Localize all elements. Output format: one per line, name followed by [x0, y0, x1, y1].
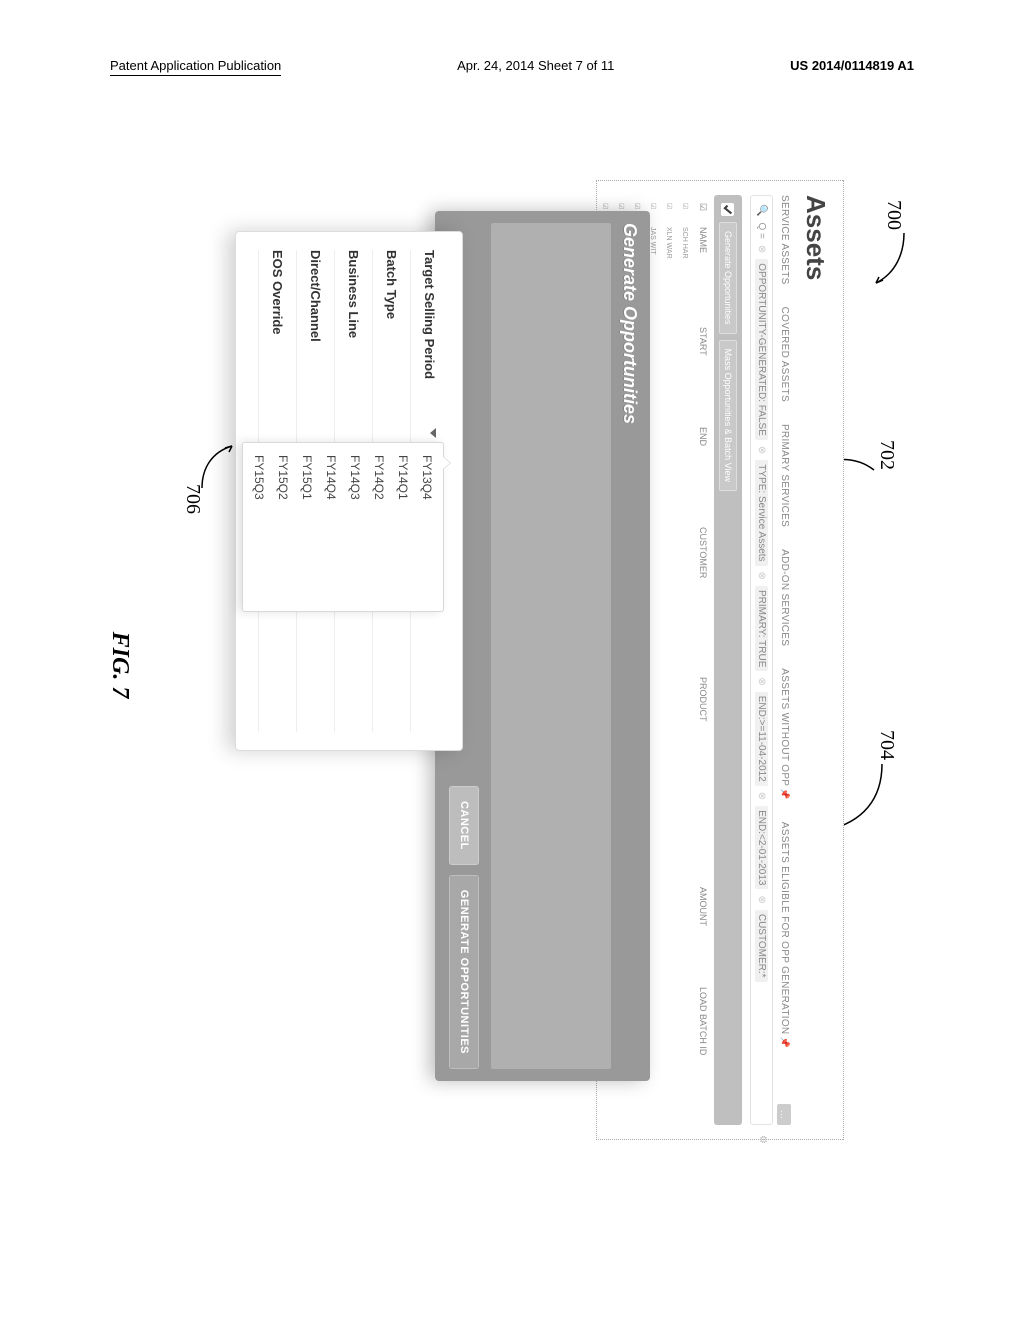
header-right: US 2014/0114819 A1 [790, 58, 914, 76]
filter-end-to[interactable]: END:<2-01-2013 [755, 806, 768, 889]
chevron-down-icon[interactable] [430, 428, 436, 438]
tab-assets-without-opp-label: ASSETS WITHOUT OPP [779, 668, 790, 786]
generate-opportunities-button[interactable]: Generate Opportunities [719, 222, 737, 334]
asset-tabs: SERVICE ASSETS COVERED ASSETS PRIMARY SE… [779, 195, 790, 1125]
gear-icon[interactable]: ⚙ [757, 1135, 768, 1144]
close-chip-icon[interactable]: ⊗ [756, 677, 767, 685]
option-fy15q1[interactable]: FY15Q1 [295, 443, 319, 611]
tab-assets-eligible-label: ASSETS ELIGIBLE FOR OPP GENERATION [779, 822, 790, 1035]
tab-primary-services[interactable]: PRIMARY SERVICES [779, 424, 790, 527]
row-checkbox[interactable]: ☑ [681, 203, 689, 217]
callout-700-label: 700 [883, 200, 905, 230]
field-label: Direct/Channel [308, 250, 323, 440]
close-chip-icon[interactable]: ⊗ [756, 792, 767, 800]
table-header: ☑ NAME START END CUSTOMER PRODUCT AMOUNT… [693, 195, 710, 1125]
cancel-button[interactable]: CANCEL [449, 786, 479, 865]
filter-opp-gen[interactable]: OPPORTUNITY-GENERATED: FALSE [755, 259, 768, 440]
option-fy14q2[interactable]: FY14Q2 [367, 443, 391, 611]
table-row[interactable]: ☑ XLN WAR [661, 195, 677, 1125]
col-name: NAME [697, 227, 708, 317]
col-amount: AMOUNT [697, 887, 708, 977]
figure-7-container: 700 702 704 … Assets [100, 140, 924, 1190]
row-name: XLN WAR [666, 227, 673, 317]
results-button[interactable]: … [777, 1104, 791, 1125]
col-start: START [697, 327, 708, 417]
search-filter-bar[interactable]: 🔍 Q = ⊗ OPPORTUNITY-GENERATED: FALSE ⊗ TYP… [750, 195, 773, 1125]
generate-opportunities-submit-button[interactable]: GENERATE OPPORTUNITIES [449, 875, 479, 1069]
callout-706-label: 706 [181, 484, 204, 514]
tab-service-assets[interactable]: SERVICE ASSETS [779, 195, 790, 285]
search-prefix: Q = [756, 222, 767, 238]
row-name: JAS WIT [650, 227, 657, 317]
callout-700-swoop [872, 231, 906, 291]
col-checkbox: ☑ [697, 203, 708, 217]
mass-opportunities-button[interactable]: Mass Opportunities & Batch View [719, 340, 737, 491]
row-name: SCH HAR [682, 227, 689, 317]
option-fy15q2[interactable]: FY15Q2 [271, 443, 295, 611]
filter-end-from[interactable]: END:>=11-04-2012 [755, 692, 768, 786]
tab-assets-without-opp[interactable]: ASSETS WITHOUT OPP 📌 [779, 668, 790, 800]
callout-702-label: 702 [876, 440, 898, 470]
close-chip-icon[interactable]: ⊗ [756, 446, 767, 454]
modal-body [491, 223, 611, 1069]
rotated-canvas: 700 702 704 … Assets [100, 140, 924, 1190]
popover-arrow-icon [443, 457, 450, 469]
generate-opportunities-modal: Generate Opportunities CANCEL GENERATE O… [435, 211, 650, 1081]
close-chip-icon[interactable]: ⊗ [756, 572, 767, 580]
field-label: EOS Override [270, 250, 285, 440]
pin-icon: 📌 [780, 788, 790, 800]
selling-period-options: FY13Q4 FY14Q1 FY14Q2 FY14Q3 FY14Q4 FY15Q… [242, 442, 444, 612]
patent-page-header: Patent Application Publication Apr. 24, … [0, 58, 1024, 76]
filter-type[interactable]: TYPE: Service Assets [755, 460, 768, 565]
callout-704-label: 704 [876, 730, 898, 760]
filter-primary[interactable]: PRIMARY: TRUE [755, 586, 768, 671]
field-label: Target Selling Period [422, 250, 437, 440]
close-chip-icon[interactable]: ⊗ [756, 245, 767, 253]
option-fy15q3[interactable]: FY15Q3 [247, 443, 271, 611]
select-all-checkbox[interactable] [722, 203, 735, 216]
callout-706-swoop [198, 438, 238, 498]
callout-700: 700 [872, 200, 906, 291]
toolbar-bar: Generate Opportunities Mass Opportunitie… [714, 195, 742, 1125]
callout-702: 702 [875, 440, 898, 470]
close-chip-icon[interactable]: ⊗ [756, 895, 767, 903]
col-product: PRODUCT [697, 677, 708, 877]
tab-assets-eligible[interactable]: ASSETS ELIGIBLE FOR OPP GENERATION📌 [779, 822, 790, 1048]
col-customer: CUSTOMER [697, 527, 708, 667]
table-row[interactable]: ☑ SCH HAR [677, 195, 693, 1125]
col-end: END [697, 427, 708, 517]
header-center: Apr. 24, 2014 Sheet 7 of 11 [457, 58, 614, 76]
callout-704: 704 [875, 730, 898, 760]
modal-title: Generate Opportunities [619, 223, 640, 1069]
row-checkbox[interactable]: ☑ [649, 203, 657, 217]
search-icon: 🔍 [756, 204, 767, 216]
assets-panel: … Assets SERVICE ASSETS COVERED ASSETS P… [596, 180, 844, 1140]
filter-customer[interactable]: CUSTOMER:* [755, 910, 768, 982]
tab-addon-services[interactable]: ADD-ON SERVICES [779, 549, 790, 646]
pin-icon: 📌 [780, 1036, 790, 1048]
field-label: Business Line [346, 250, 361, 440]
option-fy13q4[interactable]: FY13Q4 [415, 443, 439, 611]
field-label: Batch Type [384, 250, 399, 440]
opportunity-fields-dropdown: Target Selling Period Batch Type Busines… [235, 231, 463, 751]
header-left: Patent Application Publication [110, 58, 281, 76]
option-fy14q4[interactable]: FY14Q4 [319, 443, 343, 611]
tab-covered-assets[interactable]: COVERED ASSETS [779, 307, 790, 402]
panel-title: Assets [800, 195, 831, 1125]
col-batch-id: LOAD BATCH ID [697, 987, 708, 1117]
option-fy14q1[interactable]: FY14Q1 [391, 443, 415, 611]
row-checkbox[interactable]: ☑ [665, 203, 673, 217]
figure-caption: FIG. 7 [106, 632, 133, 699]
option-fy14q3[interactable]: FY14Q3 [343, 443, 367, 611]
